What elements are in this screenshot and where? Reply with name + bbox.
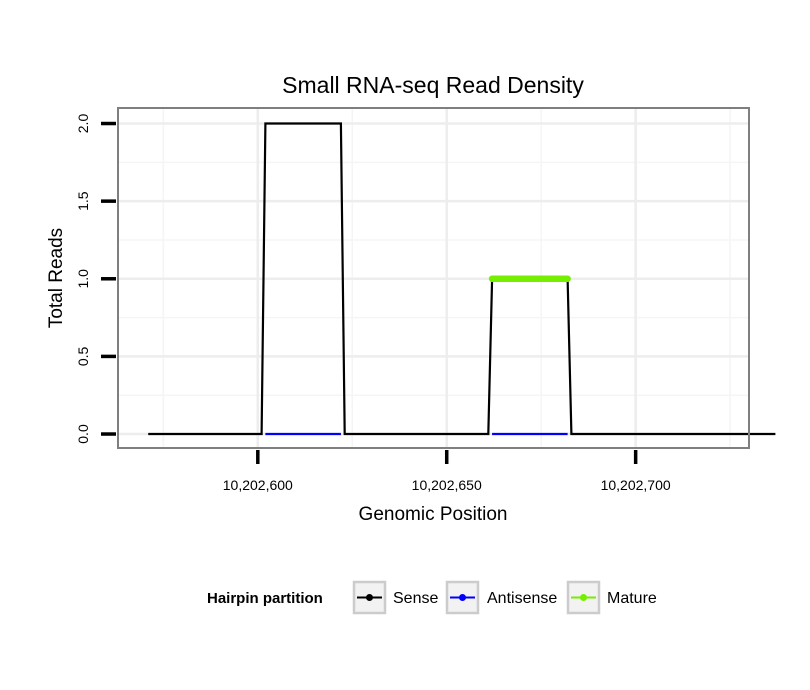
legend-title: Hairpin partition: [207, 590, 323, 607]
x-tick-label: 10,202,700: [601, 477, 671, 493]
chart-title: Small RNA-seq Read Density: [282, 72, 584, 98]
plot-border: [117, 107, 750, 449]
y-tick-label: 2.0: [75, 114, 91, 134]
y-tick-label: 1.0: [75, 269, 91, 289]
legend-key-point: [580, 594, 587, 601]
y-axis-title: Total Reads: [46, 228, 67, 328]
plot-data: [148, 122, 776, 436]
sense-series-line: [148, 122, 776, 436]
x-tick-label: 10,202,600: [223, 477, 293, 493]
legend-label: Sense: [393, 590, 438, 607]
y-tick-label: 1.5: [75, 191, 91, 211]
legend-key-point: [366, 594, 373, 601]
legend-key-box: [566, 580, 601, 615]
x-tick-label: 10,202,650: [412, 477, 482, 493]
axes: 10,202,600 10,202,650 10,202,700 0.0 0.5 1.0 1…: [75, 114, 671, 493]
legend-key-point: [459, 594, 466, 601]
legend-label: Antisense: [487, 590, 557, 607]
y-tick-label: 0.5: [75, 346, 91, 366]
grid: [118, 108, 749, 448]
legend-label: Mature: [607, 590, 657, 607]
x-axis-title: Genomic Position: [359, 504, 508, 525]
legend: Hairpin partition Sense Antisense Mature: [207, 580, 657, 615]
y-tick-label: 0.0: [75, 424, 91, 444]
